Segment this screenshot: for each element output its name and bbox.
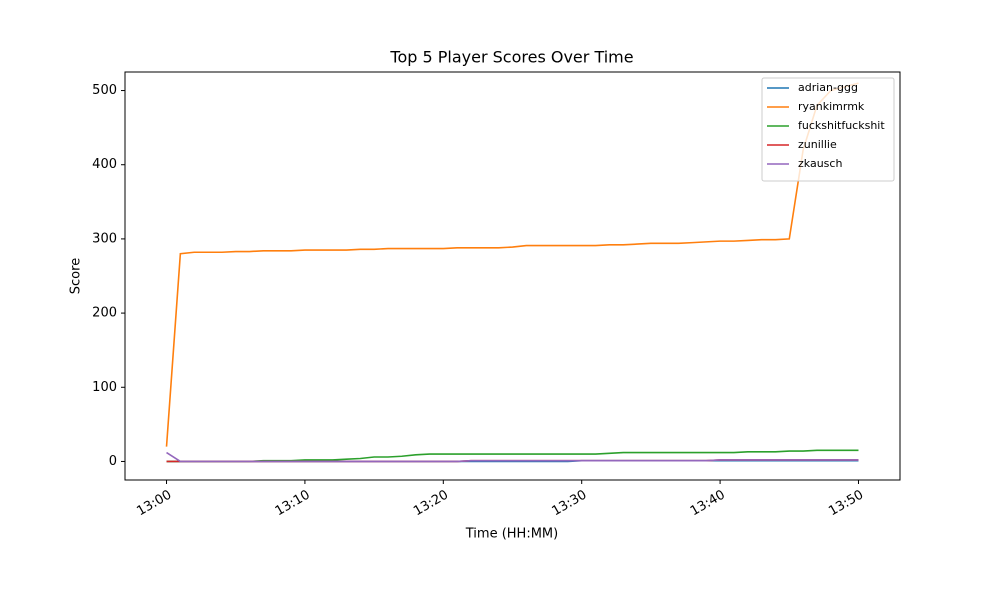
legend: adrian-ggg ryankimrmk fuckshitfuckshit zuni… — [761, 77, 895, 182]
legend-label: zkausch — [798, 157, 842, 170]
y-tick-label: 100 — [92, 380, 117, 395]
y-tick-label: 0 — [109, 454, 117, 469]
series-line — [166, 451, 859, 463]
legend-label: fuckshitfuckshit — [798, 119, 885, 132]
series-line — [165, 82, 859, 447]
chart-title: Top 5 Player Scores Over Time — [389, 48, 633, 67]
legend-label: ryankimrmk — [798, 100, 865, 113]
y-axis-label: Score — [69, 258, 84, 294]
legend-label: zunillie — [798, 138, 837, 151]
y-tick-label: 400 — [92, 157, 117, 172]
legend-box — [761, 77, 895, 182]
y-tick-label: 300 — [92, 231, 117, 246]
y-tick-label: 200 — [92, 306, 117, 321]
x-axis-label: Time (HH:MM) — [465, 527, 558, 542]
y-tick-label: 500 — [92, 83, 117, 98]
legend-label: adrian-ggg — [798, 81, 858, 94]
plot-frame — [124, 71, 901, 481]
